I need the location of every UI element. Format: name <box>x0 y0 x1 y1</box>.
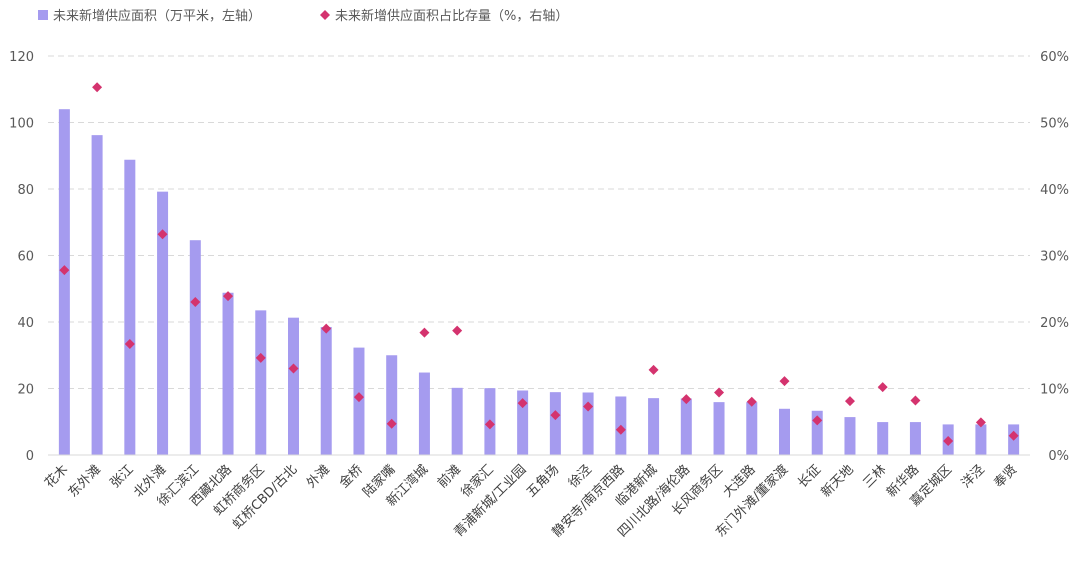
marker-point <box>321 323 332 334</box>
marker-point <box>779 376 790 387</box>
x-category-label: 五角场 <box>524 462 562 500</box>
y-left-tick-label: 20 <box>17 383 34 398</box>
marker-point <box>255 352 266 363</box>
y-left-tick-label: 60 <box>17 250 34 265</box>
bar <box>648 398 660 455</box>
x-category-label: 三林 <box>861 462 890 491</box>
y-right-tick-label: 60% <box>1040 50 1069 65</box>
y-left-tick-label: 80 <box>17 183 34 198</box>
y-axis-right: 0% 10% 20% 30% 40% 50% 60% <box>1040 50 1069 464</box>
bar <box>680 398 692 455</box>
bar <box>157 191 169 455</box>
marker-point <box>681 394 692 405</box>
marker-point <box>419 327 430 338</box>
bar <box>58 109 70 455</box>
bar <box>877 422 889 455</box>
bar <box>288 317 299 455</box>
x-category-label: 外滩 <box>304 462 333 491</box>
marker-point <box>812 415 823 426</box>
y-left-tick-label: 120 <box>9 50 34 65</box>
marker-point <box>943 436 954 447</box>
x-category-label: 新天地 <box>818 462 857 501</box>
legend-marker-swatch <box>320 10 330 20</box>
y-left-tick-label: 0 <box>26 449 34 464</box>
x-category-label: 奉贤 <box>991 462 1020 491</box>
bar <box>582 392 594 455</box>
x-category-label: 徐泾 <box>566 462 595 491</box>
y-right-tick-label: 40% <box>1040 183 1069 198</box>
marker-point <box>877 382 888 393</box>
bar <box>189 240 201 455</box>
bar <box>746 402 758 455</box>
gridlines <box>48 55 1030 389</box>
bar <box>811 410 823 455</box>
x-category-label: 东外滩 <box>66 462 104 500</box>
y-right-tick-label: 50% <box>1040 117 1069 132</box>
y-right-tick-label: 20% <box>1040 316 1069 331</box>
bar <box>779 408 790 455</box>
marker-point <box>746 396 757 407</box>
x-category-label: 花木 <box>41 462 71 492</box>
marker-series <box>59 82 1019 447</box>
bar <box>418 372 430 455</box>
bar <box>222 292 234 455</box>
marker-point <box>353 392 364 403</box>
legend-bar-swatch <box>38 10 48 20</box>
marker-point <box>223 291 234 302</box>
marker-point <box>844 396 855 407</box>
bar <box>844 417 856 455</box>
bar <box>255 310 267 455</box>
marker-point <box>910 395 921 406</box>
marker-point <box>714 387 725 398</box>
x-category-label: 金桥 <box>336 462 366 492</box>
legend: 未来新增供应面积（万平米，左轴） 未来新增供应面积占比存量（%，右轴） <box>38 8 568 24</box>
marker-point <box>550 410 561 421</box>
marker-point <box>124 338 135 349</box>
marker-point <box>59 265 70 276</box>
x-category-label: 张江 <box>108 462 137 491</box>
marker-point <box>288 363 299 374</box>
bar-series <box>58 109 1020 456</box>
bar <box>909 422 921 455</box>
bar <box>124 159 136 456</box>
bar <box>91 135 103 455</box>
marker-point <box>615 424 626 435</box>
y-right-tick-label: 30% <box>1040 250 1069 265</box>
marker-point <box>517 398 528 409</box>
bar <box>517 390 529 455</box>
marker-point <box>583 401 594 412</box>
legend-bar-label: 未来新增供应面积（万平米，左轴） <box>53 8 261 24</box>
marker-point <box>157 229 168 240</box>
x-category-label: 前滩 <box>434 462 464 492</box>
marker-point <box>484 419 495 430</box>
marker-point <box>92 82 103 93</box>
y-axis-left: 0 20 40 60 80 100 120 <box>9 50 34 464</box>
y-right-tick-label: 0% <box>1048 449 1069 464</box>
x-category-label: 长征 <box>795 462 824 491</box>
bar <box>975 424 987 455</box>
legend-marker-label: 未来新增供应面积占比存量（%，右轴） <box>335 8 568 24</box>
bar <box>451 387 463 455</box>
y-left-tick-label: 100 <box>9 117 34 132</box>
y-right-tick-label: 10% <box>1040 383 1069 398</box>
bar <box>549 392 561 455</box>
bar <box>713 402 725 455</box>
marker-point <box>1008 430 1019 441</box>
marker-point <box>975 417 986 428</box>
bar <box>386 355 398 455</box>
marker-point <box>190 297 201 308</box>
marker-point <box>648 364 659 375</box>
x-category-label: 洋泾 <box>959 462 988 491</box>
y-left-tick-label: 40 <box>17 316 34 331</box>
bar <box>320 326 332 455</box>
marker-point <box>386 418 397 429</box>
marker-point <box>452 325 463 336</box>
